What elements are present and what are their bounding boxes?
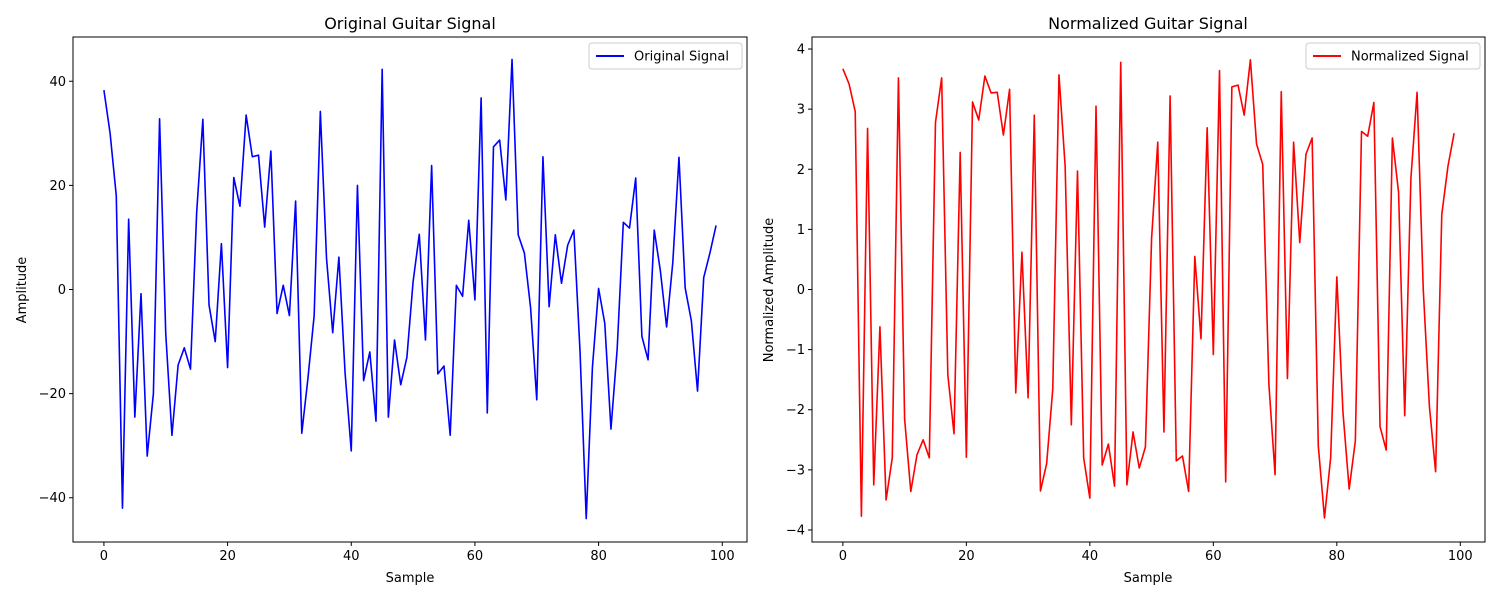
y-tick-label: −4	[786, 523, 805, 538]
x-tick-label: 100	[710, 549, 735, 564]
y-tick-label: 2	[797, 163, 805, 178]
y-tick-label: 0	[58, 283, 66, 298]
y-tick-label: 40	[49, 75, 66, 90]
y-tick-label: 4	[797, 43, 805, 58]
plot-frame	[811, 36, 1486, 543]
x-tick-label: 60	[1205, 549, 1222, 564]
y-tick-label: −3	[786, 463, 805, 478]
y-tick-label: −2	[786, 403, 805, 418]
plot-frame	[72, 36, 748, 543]
original-signal-panel: Original Guitar Signal Sample Amplitude …	[15, 14, 748, 586]
x-tick-label: 100	[1448, 549, 1473, 564]
normalized-signal-panel: Normalized Guitar Signal Sample Normaliz…	[762, 14, 1486, 586]
y-tick-label: 3	[797, 103, 805, 118]
legend: Normalized Signal	[1305, 42, 1481, 70]
series-line-0	[842, 59, 1455, 519]
y-tick-label: −40	[39, 491, 66, 506]
x-tick-label: 20	[219, 549, 236, 564]
x-tick-label: 0	[100, 549, 108, 564]
legend-box	[588, 42, 743, 70]
y-axis-label: Normalized Amplitude	[762, 218, 777, 362]
x-axis-label: Sample	[386, 571, 435, 586]
x-tick-label: 80	[590, 549, 607, 564]
legend-entry: Normalized Signal	[1351, 50, 1469, 65]
legend: Original Signal	[588, 42, 743, 70]
legend-entry: Original Signal	[634, 50, 729, 65]
y-axis-label: Amplitude	[15, 257, 30, 324]
x-tick-label: 80	[1329, 549, 1346, 564]
legend-box	[1305, 42, 1481, 70]
series-line-0	[103, 58, 717, 520]
x-tick-label: 40	[343, 549, 360, 564]
y-tick-label: 20	[49, 179, 66, 194]
x-tick-label: 20	[958, 549, 975, 564]
chart-title: Normalized Guitar Signal	[1048, 14, 1248, 33]
y-tick-label: −1	[786, 343, 805, 358]
y-tick-label: 0	[797, 283, 805, 298]
y-tick-label: 1	[797, 223, 805, 238]
x-tick-label: 0	[839, 549, 847, 564]
x-tick-label: 40	[1082, 549, 1099, 564]
chart-title: Original Guitar Signal	[324, 14, 496, 33]
x-axis-label: Sample	[1124, 571, 1173, 586]
y-tick-label: −20	[39, 387, 66, 402]
x-tick-label: 60	[467, 549, 484, 564]
